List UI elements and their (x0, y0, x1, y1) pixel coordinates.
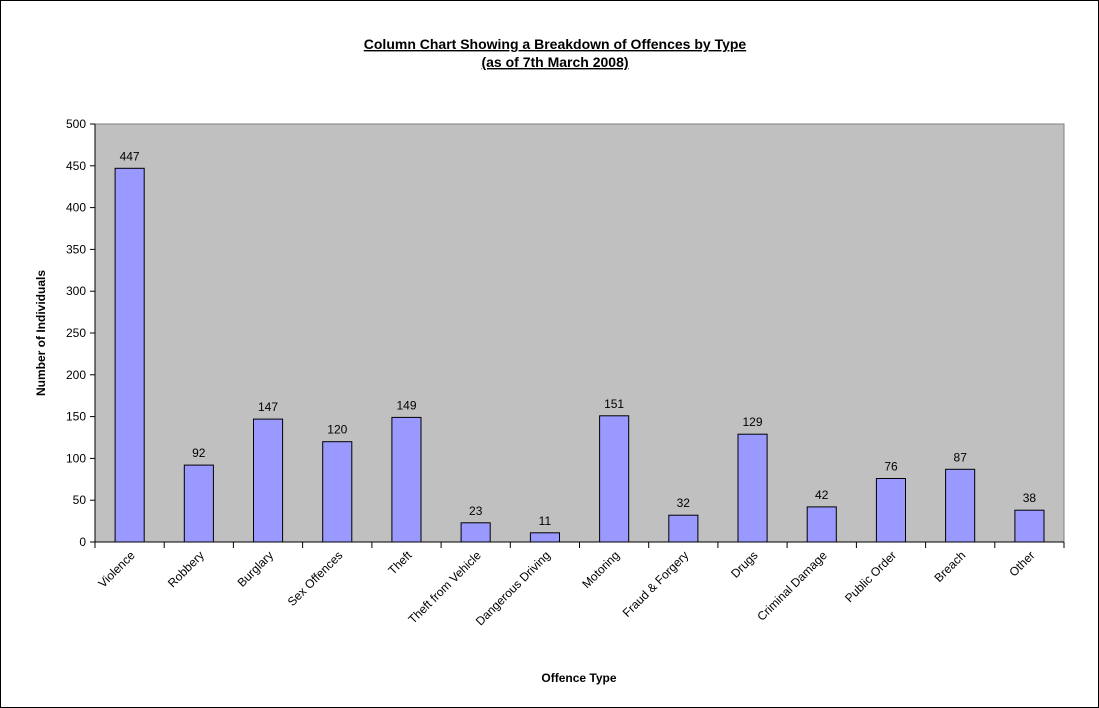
data-label: 38 (1023, 491, 1037, 505)
data-label: 447 (120, 149, 140, 163)
data-label: 92 (192, 446, 206, 460)
data-label: 151 (604, 397, 624, 411)
y-tick-label: 400 (66, 201, 86, 215)
bar (529, 532, 561, 543)
data-label: 76 (884, 460, 898, 474)
bar (114, 167, 145, 543)
bar (945, 468, 976, 543)
x-tick-label: Breach (932, 548, 969, 585)
bars-layer (114, 167, 1045, 543)
y-tick-label: 500 (66, 117, 86, 131)
data-label: 147 (258, 400, 278, 414)
y-tick-label: 300 (66, 284, 86, 298)
x-tick-label: Other (1006, 548, 1037, 579)
bar (737, 433, 768, 543)
x-tick-label: Public Order (842, 548, 899, 605)
x-tick-label: Fraud & Forgery (620, 548, 692, 620)
x-axis-title: Offence Type (541, 671, 616, 685)
y-tick-label: 250 (66, 326, 86, 340)
y-tick-label: 350 (66, 242, 86, 256)
x-tick-label: Robbery (165, 548, 207, 590)
bar (1014, 509, 1045, 543)
y-tick-label: 450 (66, 159, 86, 173)
x-tick-label: Dangerous Driving (473, 548, 553, 628)
bar (668, 514, 699, 543)
bar (806, 506, 837, 543)
bar (391, 416, 422, 543)
data-label: 149 (396, 398, 416, 412)
bar (460, 522, 491, 543)
bar (875, 478, 907, 543)
x-tick-label: Sex Offences (285, 548, 346, 609)
data-label: 129 (742, 415, 762, 429)
x-tick-label: Theft (385, 548, 415, 578)
data-label: 32 (677, 496, 691, 510)
chart-title: Column Chart Showing a Breakdown of Offe… (364, 36, 747, 52)
bar (183, 464, 214, 543)
bar (322, 441, 353, 543)
x-tick-label: Burglary (235, 548, 276, 589)
x-tick-label: Criminal Damage (754, 548, 830, 624)
data-label: 87 (954, 450, 968, 464)
bar (253, 418, 284, 543)
x-ticks-layer: Violence Robbery Burglary Sex Offences Theft… (94, 542, 1065, 628)
chart-subtitle: (as of 7th March 2008) (481, 54, 628, 70)
y-tick-label: 50 (73, 493, 87, 507)
x-tick-label: Violence (95, 548, 138, 591)
data-labels-layer: 447 92 147 120 149 23 11 151 32 129 42 76 87 38 (120, 149, 1037, 528)
data-label: 23 (469, 504, 483, 518)
y-ticks-layer: 0 50 100 150 200 250 300 350 400 450 500 (66, 117, 95, 549)
y-tick-label: 0 (79, 535, 86, 549)
y-tick-label: 150 (66, 410, 86, 424)
y-axis-title: Number of Individuals (34, 270, 48, 396)
bar (599, 415, 630, 543)
y-tick-label: 100 (66, 451, 86, 465)
x-tick-label: Motoring (579, 548, 622, 591)
y-tick-label: 200 (66, 368, 86, 382)
plot-area (94, 123, 1065, 543)
data-label: 120 (327, 423, 347, 437)
data-label: 42 (815, 488, 829, 502)
x-tick-label: Theft from Vehicle (406, 548, 485, 627)
x-tick-label: Drugs (728, 548, 761, 581)
data-label: 11 (539, 514, 552, 528)
